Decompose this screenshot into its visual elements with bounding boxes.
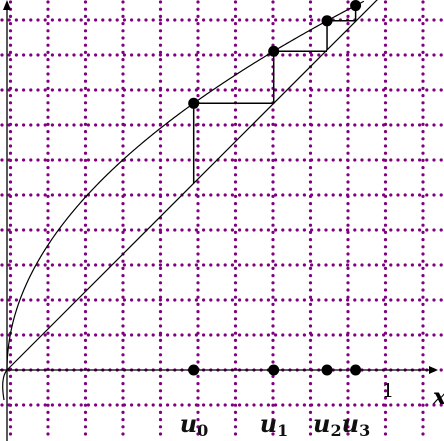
- iterate-label-letter: u: [313, 409, 330, 438]
- origin-curve-stub: [2, 369, 8, 401]
- point-labels: u0 u1 u2 u3: [180, 409, 371, 440]
- iterate-label-subscript: 1: [277, 421, 288, 440]
- sqrt-curve: [6, 0, 365, 371]
- iterate-label-letter: u: [260, 409, 277, 438]
- iterate-label-2: u2: [313, 409, 342, 440]
- cobweb-path: [192, 5, 357, 184]
- axis-point-1: [268, 364, 280, 376]
- curve-point-2: [321, 15, 333, 27]
- iterate-label-0: u0: [180, 409, 209, 440]
- y-axis-arrow: [3, 0, 11, 10]
- iterate-label-subscript: 2: [330, 421, 341, 440]
- axis-point-0: [188, 364, 200, 376]
- iterate-label-subscript: 0: [197, 421, 208, 440]
- iterate-label-subscript: 3: [359, 421, 370, 440]
- curve-points: [188, 0, 362, 109]
- iterate-label-1: u1: [260, 409, 289, 440]
- iterate-label-letter: u: [342, 409, 359, 438]
- iterate-label-3: u3: [342, 409, 371, 440]
- curve-point-1: [268, 45, 280, 57]
- x-axis-label: x: [432, 384, 444, 410]
- axis-point-3: [350, 364, 362, 376]
- axis-point-2: [321, 364, 333, 376]
- iterate-label-letter: u: [180, 409, 197, 438]
- curve-point-3: [350, 0, 362, 12]
- curve-point-0: [188, 97, 200, 109]
- x-tick-label-1: 1: [382, 380, 394, 402]
- axis-points: [188, 364, 362, 376]
- x-axis-arrow: [429, 366, 438, 374]
